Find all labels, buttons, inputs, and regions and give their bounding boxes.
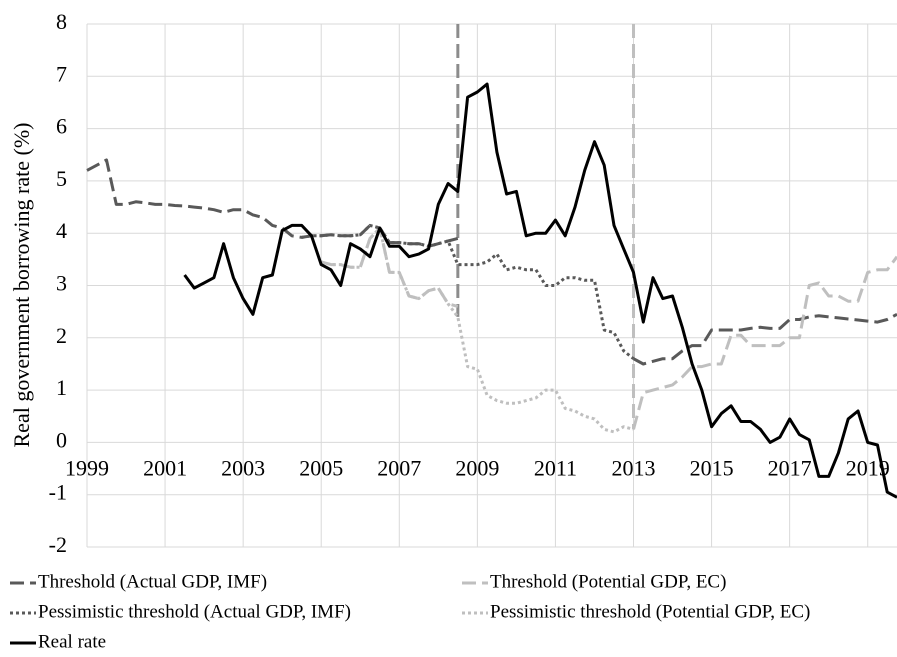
legend-label: Real rate bbox=[38, 631, 106, 652]
series-line bbox=[301, 223, 635, 360]
legend-label: Pessimistic threshold (Actual GDP, IMF) bbox=[38, 601, 351, 622]
y-tick-label: 6 bbox=[56, 114, 67, 139]
legend-label: Threshold (Potential GDP, EC) bbox=[490, 571, 726, 592]
x-tick-label: 2007 bbox=[377, 455, 421, 480]
x-tick-label: 2003 bbox=[221, 455, 265, 480]
series-line bbox=[183, 82, 897, 499]
y-tick-label: 2 bbox=[56, 323, 67, 348]
y-tick-label: -1 bbox=[49, 480, 67, 505]
x-tick-label: 2001 bbox=[143, 455, 187, 480]
x-tick-label: 2009 bbox=[455, 455, 499, 480]
series-line bbox=[86, 158, 897, 366]
x-tick-label: 2017 bbox=[768, 455, 812, 480]
y-axis-label: Real government borrowing rate (%) bbox=[9, 123, 34, 448]
x-tick-label: 1999 bbox=[65, 455, 109, 480]
y-tick-label: 3 bbox=[56, 271, 67, 296]
x-tick-label: 2005 bbox=[299, 455, 343, 480]
y-tick-label: 1 bbox=[56, 375, 67, 400]
x-tick-label: 2015 bbox=[690, 455, 734, 480]
x-tick-label: 2011 bbox=[534, 455, 577, 480]
y-tick-label: 5 bbox=[56, 166, 67, 191]
y-tick-label: 4 bbox=[56, 218, 67, 243]
series-line bbox=[320, 226, 897, 430]
x-tick-label: 2013 bbox=[612, 455, 656, 480]
y-tick-label: 0 bbox=[56, 427, 67, 452]
y-tick-label: 7 bbox=[56, 61, 67, 86]
legend-label: Threshold (Actual GDP, IMF) bbox=[38, 571, 267, 592]
y-tick-label: -2 bbox=[49, 532, 67, 557]
legend-label: Pessimistic threshold (Potential GDP, EC… bbox=[490, 601, 810, 622]
y-tick-label: 8 bbox=[56, 9, 67, 34]
series-line bbox=[320, 226, 634, 434]
